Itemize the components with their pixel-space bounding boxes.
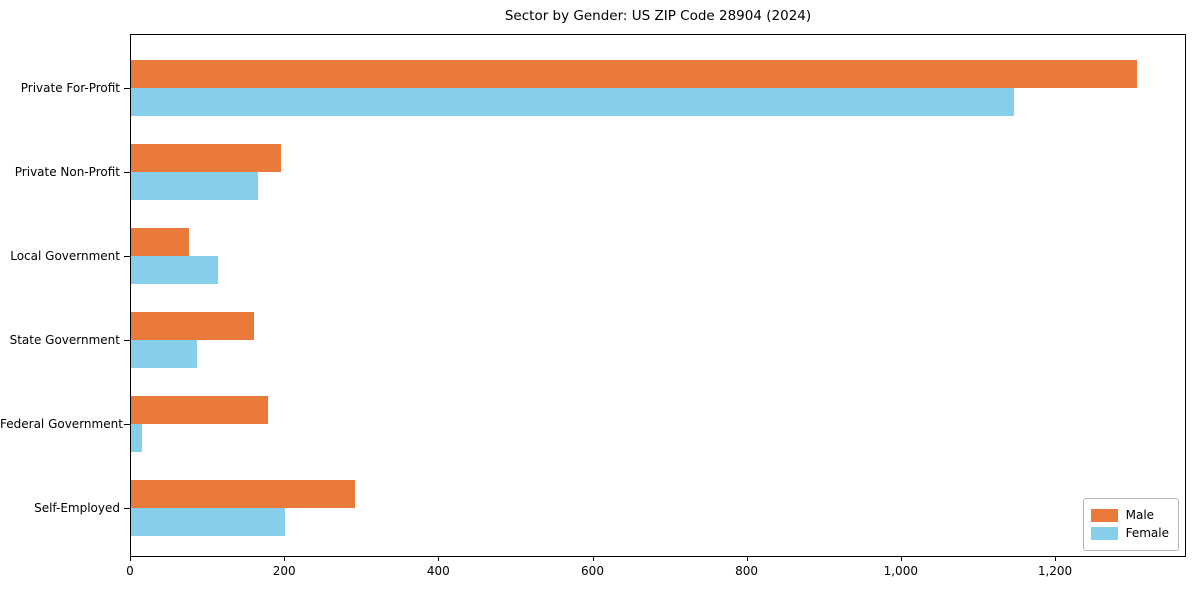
y-axis-label: Federal Government — [0, 417, 123, 431]
x-tick-mark — [900, 557, 902, 561]
x-axis-ticks: 0 200 400 600 800 1,000 1,200 — [126, 556, 1186, 586]
bar-male-2 — [131, 144, 282, 172]
y-axis-label: Local Government — [10, 249, 120, 263]
x-tick-label: 0 — [126, 564, 134, 578]
x-tick-mark — [438, 557, 440, 561]
legend: Male Female — [1082, 498, 1179, 551]
y-tick-mark — [124, 88, 130, 89]
y-tick-mark — [124, 424, 130, 425]
y-axis-labels: Private For-Profit Private Non-Profit Loca… — [0, 34, 123, 557]
x-tick-mark — [1055, 557, 1056, 561]
x-tick-label: 1,000 — [883, 564, 918, 578]
y-axis-label: Private Non-Profit — [14, 165, 120, 179]
legend-entry-female: Female — [1090, 526, 1169, 541]
legend-label-male: Male — [1125, 508, 1155, 522]
bar-female-1 — [131, 88, 1014, 116]
x-tick-mark — [592, 557, 594, 561]
y-tick-mark — [124, 340, 130, 341]
bar-male-4 — [131, 312, 255, 340]
x-tick-mark — [284, 557, 286, 561]
x-tick-mark — [746, 557, 748, 561]
x-tick-label: 600 — [581, 564, 604, 578]
male-series-swatch — [1090, 509, 1118, 522]
y-axis-ticks — [124, 34, 130, 557]
bar-female-3 — [131, 256, 219, 284]
chart-title: Sector by Gender: US ZIP Code 28904 (202… — [504, 8, 812, 24]
bar-male-3 — [131, 228, 189, 256]
legend-entry-male: Male — [1090, 508, 1169, 523]
y-tick-mark — [124, 256, 130, 257]
y-axis-label: Private For-Profit — [20, 81, 120, 95]
x-tick-mark — [130, 557, 131, 561]
x-tick-label: 200 — [272, 564, 296, 578]
plot-area: Male Female — [130, 34, 1186, 557]
y-axis-label: Self-Employed — [34, 501, 120, 515]
bar-female-5 — [131, 424, 142, 452]
bar-female-6 — [131, 508, 286, 536]
y-tick-mark — [124, 508, 130, 509]
bar-female-4 — [131, 340, 197, 368]
bar-male-5 — [131, 396, 269, 424]
legend-label-female: Female — [1125, 526, 1169, 540]
bar-female-2 — [131, 172, 259, 200]
x-tick-label: 800 — [735, 564, 759, 578]
y-tick-mark — [124, 172, 130, 173]
bar-male-6 — [131, 480, 355, 508]
x-tick-label: 400 — [426, 564, 450, 578]
x-tick-label: 1,200 — [1037, 564, 1073, 578]
y-axis-label: State Government — [9, 333, 120, 347]
bar-male-1 — [131, 60, 1137, 88]
female-series-swatch — [1090, 527, 1118, 540]
